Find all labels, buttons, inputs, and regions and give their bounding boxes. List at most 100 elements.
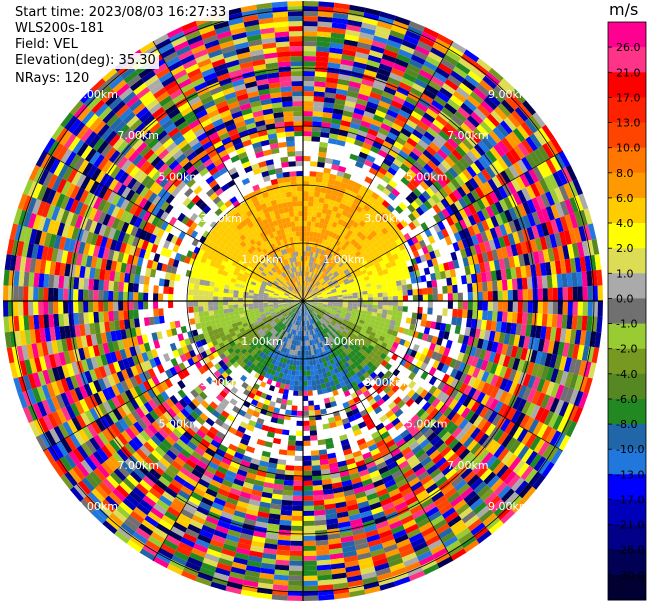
velocity-gate	[321, 122, 332, 129]
velocity-gate	[303, 575, 318, 581]
velocity-gate	[281, 499, 293, 506]
velocity-gate	[322, 267, 327, 273]
velocity-gate	[377, 308, 383, 314]
velocity-gate	[459, 343, 468, 354]
velocity-gate	[413, 106, 426, 117]
velocity-gate	[441, 106, 454, 119]
velocity-gate	[327, 294, 333, 298]
velocity-gate	[341, 244, 348, 251]
velocity-gate	[403, 172, 414, 183]
velocity-gate	[339, 256, 346, 263]
velocity-gate	[420, 319, 427, 327]
velocity-gate	[294, 465, 303, 471]
velocity-gate	[360, 147, 371, 155]
velocity-gate	[325, 288, 331, 292]
velocity-gate	[342, 305, 348, 308]
velocity-gate	[314, 86, 326, 93]
velocity-gate	[512, 192, 523, 206]
velocity-gate	[323, 256, 328, 262]
velocity-gate	[503, 333, 511, 345]
velocity-gate	[505, 245, 514, 258]
velocity-gate	[377, 301, 383, 306]
velocity-gate	[512, 301, 518, 313]
velocity-gate	[349, 316, 356, 321]
velocity-gate	[307, 276, 310, 282]
velocity-gate	[449, 358, 457, 369]
velocity-gate	[334, 234, 341, 241]
velocity-gate	[491, 249, 499, 261]
velocity-gate	[506, 181, 517, 195]
velocity-gate	[352, 248, 359, 255]
velocity-gate	[311, 284, 315, 289]
velocity-gate	[338, 73, 351, 81]
velocity-gate	[322, 298, 328, 300]
velocity-gate	[462, 257, 470, 267]
velocity-gate	[355, 282, 361, 287]
velocity-gate	[63, 301, 69, 314]
velocity-gate	[505, 151, 517, 165]
velocity-gate	[341, 287, 347, 291]
velocity-gate	[305, 251, 309, 257]
velocity-gate	[517, 289, 523, 301]
velocity-gate	[573, 359, 582, 375]
velocity-gate	[534, 237, 543, 252]
velocity-gate	[341, 289, 347, 293]
velocity-gate	[392, 62, 407, 73]
velocity-gate	[193, 301, 199, 307]
velocity-gate	[334, 180, 342, 187]
velocity-gate	[481, 251, 489, 263]
velocity-gate	[58, 288, 64, 301]
velocity-gate	[361, 310, 368, 315]
velocity-gate	[436, 315, 443, 323]
velocity-gate	[334, 315, 340, 320]
velocity-gate	[356, 231, 364, 238]
velocity-gate	[340, 273, 347, 279]
velocity-gate	[506, 279, 513, 291]
velocity-gate	[98, 311, 105, 323]
velocity-gate	[198, 301, 204, 307]
velocity-gate	[353, 182, 362, 190]
velocity-gate	[534, 180, 546, 196]
velocity-gate	[308, 191, 315, 197]
velocity-gate	[436, 33, 453, 46]
velocity-gate	[364, 279, 371, 285]
velocity-gate	[402, 72, 417, 83]
velocity-gate	[333, 244, 339, 251]
velocity-gate	[293, 480, 303, 486]
velocity-gate	[474, 159, 485, 172]
velocity-gate	[361, 284, 367, 289]
velocity-gate	[343, 278, 349, 283]
velocity-gate	[502, 234, 511, 247]
velocity-gate	[307, 216, 312, 222]
velocity-gate	[328, 138, 338, 145]
velocity-gate	[473, 62, 489, 76]
velocity-gate	[587, 301, 593, 317]
velocity-gate	[341, 115, 353, 123]
velocity-gate	[390, 100, 403, 110]
velocity-gate	[559, 231, 568, 246]
velocity-gate	[493, 237, 501, 250]
velocity-gate	[357, 212, 365, 221]
velocity-gate	[399, 44, 415, 55]
velocity-gate	[517, 229, 526, 243]
velocity-gate	[322, 297, 328, 299]
velocity-gate	[421, 64, 436, 76]
velocity-gate	[339, 64, 353, 72]
velocity-gate	[307, 385, 313, 391]
velocity-gate	[329, 313, 335, 317]
velocity-gate	[467, 292, 473, 301]
velocity-gate	[357, 301, 363, 305]
velocity-gate	[369, 215, 377, 223]
velocity-gate	[366, 154, 376, 163]
velocity-gate	[382, 309, 388, 315]
velocity-gate	[381, 90, 395, 100]
velocity-gate	[427, 51, 443, 63]
velocity-gate	[158, 315, 165, 324]
velocity-gate	[317, 304, 323, 308]
velocity-gate	[98, 301, 104, 312]
velocity-gate	[414, 269, 421, 278]
velocity-gate	[317, 283, 322, 288]
velocity-gate	[525, 324, 532, 337]
velocity-gate	[304, 286, 307, 292]
velocity-gate	[411, 147, 423, 158]
